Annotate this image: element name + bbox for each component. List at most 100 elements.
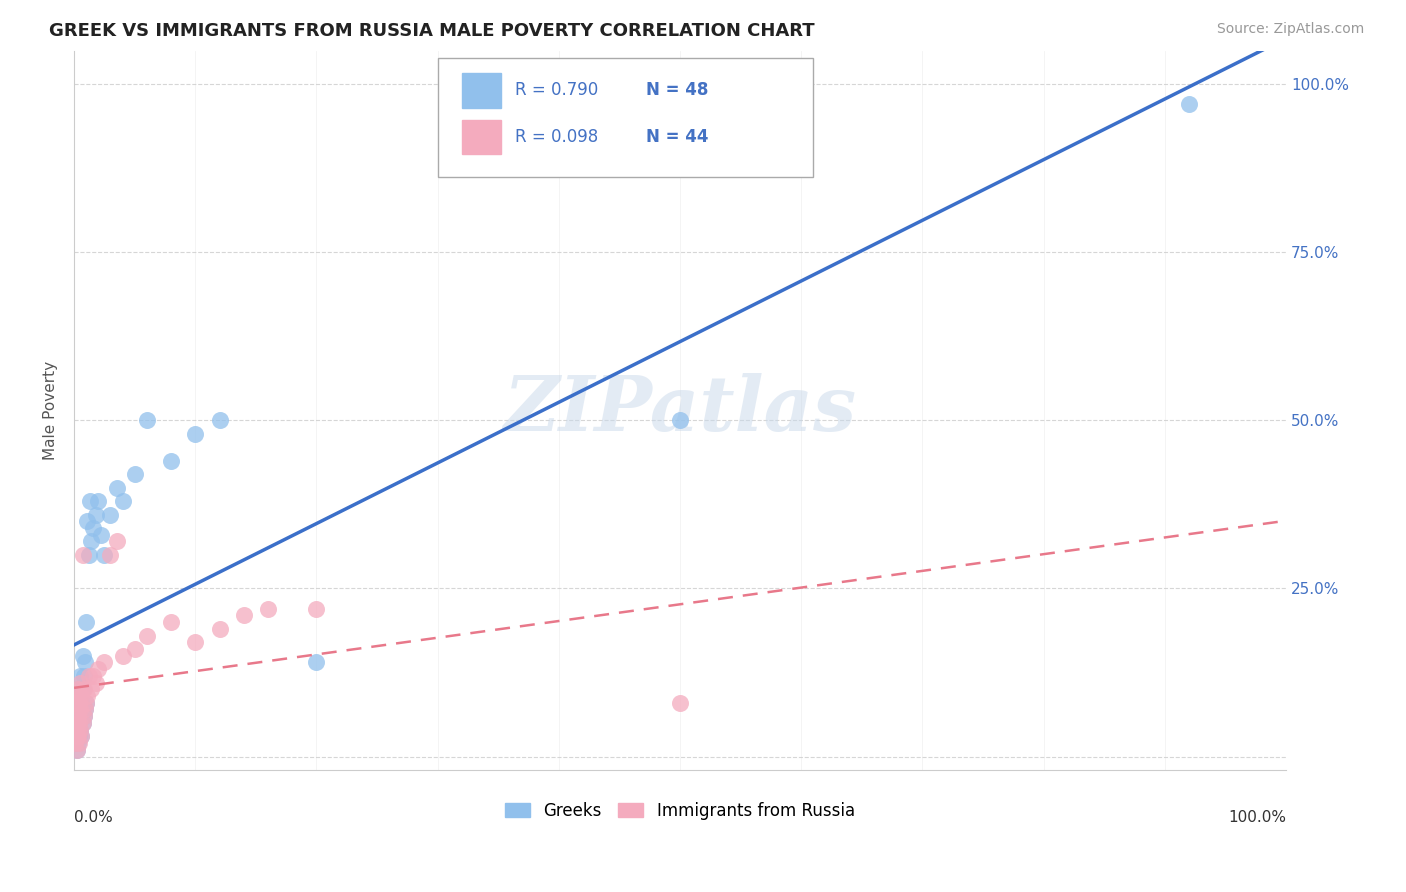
Text: N = 48: N = 48	[647, 81, 709, 99]
Point	[100, 548, 122, 562]
Point	[84, 508, 107, 522]
Point	[305, 656, 328, 670]
Point	[67, 730, 90, 744]
Point	[65, 709, 87, 723]
Legend: Greeks, Immigrants from Russia: Greeks, Immigrants from Russia	[499, 795, 862, 826]
Point	[257, 601, 280, 615]
Point	[69, 702, 91, 716]
Point	[73, 669, 96, 683]
Point	[73, 702, 96, 716]
Point	[669, 413, 692, 427]
Point	[160, 615, 183, 629]
Point	[93, 656, 115, 670]
Point	[208, 413, 231, 427]
Point	[67, 696, 90, 710]
Point	[184, 635, 207, 649]
Point	[70, 730, 93, 744]
Point	[65, 723, 87, 737]
Point	[232, 608, 254, 623]
Text: ZIPatlas: ZIPatlas	[503, 374, 856, 448]
Point	[69, 669, 91, 683]
Point	[69, 723, 91, 737]
Point	[70, 689, 93, 703]
Point	[124, 467, 146, 482]
Point	[80, 534, 103, 549]
Point	[75, 615, 97, 629]
Point	[1178, 97, 1201, 112]
Point	[65, 696, 87, 710]
Point	[67, 736, 90, 750]
Point	[65, 689, 87, 703]
Point	[65, 730, 87, 744]
Point	[70, 696, 93, 710]
Point	[72, 682, 94, 697]
Point	[111, 494, 134, 508]
Text: 100.0%: 100.0%	[1227, 810, 1286, 824]
Point	[72, 715, 94, 730]
Point	[82, 669, 104, 683]
Point	[67, 709, 90, 723]
Point	[70, 730, 93, 744]
Point	[73, 656, 96, 670]
Point	[184, 426, 207, 441]
FancyBboxPatch shape	[463, 120, 501, 154]
Point	[135, 413, 157, 427]
Point	[80, 682, 103, 697]
Point	[111, 648, 134, 663]
Point	[73, 702, 96, 716]
Point	[66, 709, 89, 723]
Point	[105, 534, 128, 549]
Point	[69, 702, 91, 716]
Point	[87, 494, 110, 508]
Point	[65, 709, 87, 723]
Point	[208, 622, 231, 636]
Text: R = 0.098: R = 0.098	[515, 128, 599, 146]
Point	[87, 662, 110, 676]
Point	[72, 548, 94, 562]
Point	[65, 730, 87, 744]
Point	[65, 715, 87, 730]
Point	[65, 696, 87, 710]
FancyBboxPatch shape	[437, 58, 813, 177]
Point	[66, 702, 89, 716]
Point	[77, 669, 100, 683]
Point	[69, 723, 91, 737]
Y-axis label: Male Poverty: Male Poverty	[44, 360, 58, 460]
Point	[105, 481, 128, 495]
Point	[73, 709, 96, 723]
Point	[76, 514, 98, 528]
Text: N = 44: N = 44	[647, 128, 709, 146]
Point	[73, 682, 96, 697]
FancyBboxPatch shape	[463, 73, 501, 108]
Point	[65, 715, 87, 730]
Point	[73, 709, 96, 723]
Point	[305, 601, 328, 615]
Point	[66, 723, 89, 737]
Point	[65, 736, 87, 750]
Point	[65, 743, 87, 757]
Point	[135, 628, 157, 642]
Point	[66, 682, 89, 697]
Point	[66, 682, 89, 697]
Point	[66, 736, 89, 750]
Point	[669, 696, 692, 710]
Point	[75, 696, 97, 710]
Point	[84, 675, 107, 690]
Text: 0.0%: 0.0%	[75, 810, 112, 824]
Point	[72, 648, 94, 663]
Point	[124, 642, 146, 657]
Point	[82, 521, 104, 535]
Point	[76, 689, 98, 703]
Point	[93, 548, 115, 562]
Point	[65, 743, 87, 757]
Point	[67, 715, 90, 730]
Point	[90, 527, 112, 541]
Point	[67, 689, 90, 703]
Point	[72, 715, 94, 730]
Point	[160, 454, 183, 468]
Point	[65, 723, 87, 737]
Text: R = 0.790: R = 0.790	[515, 81, 599, 99]
Point	[65, 736, 87, 750]
Point	[69, 675, 91, 690]
Point	[100, 508, 122, 522]
